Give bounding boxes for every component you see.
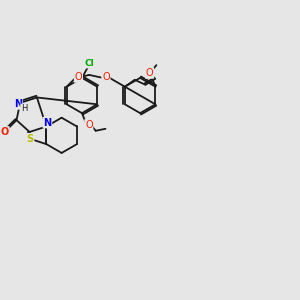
Text: O: O	[1, 127, 9, 137]
Text: N: N	[43, 118, 51, 128]
Text: Cl: Cl	[85, 59, 95, 68]
Text: S: S	[26, 134, 34, 144]
Text: O: O	[85, 120, 93, 130]
Text: H: H	[21, 104, 27, 113]
Text: O: O	[102, 72, 110, 82]
Text: O: O	[146, 68, 153, 78]
Text: O: O	[75, 72, 82, 82]
Text: N: N	[14, 99, 22, 109]
